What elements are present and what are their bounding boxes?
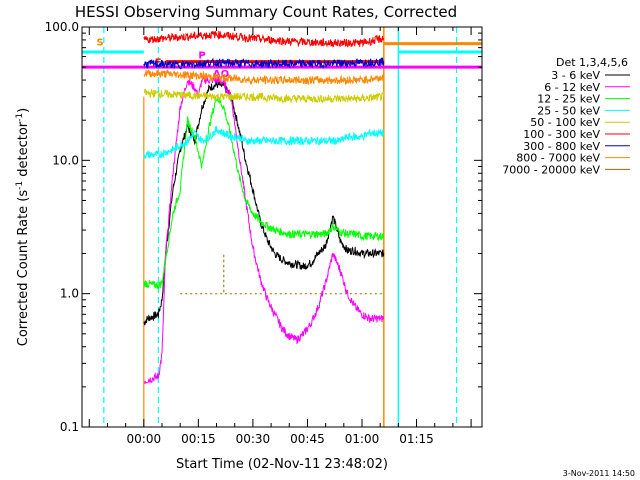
- series-line-6: [143, 57, 385, 70]
- series-line-4: [143, 88, 385, 104]
- timestamp: 3-Nov-2011 14:50: [563, 469, 635, 478]
- flag-label-ao: AO: [213, 69, 229, 80]
- series-line-7: [143, 69, 385, 86]
- flag-label-f: F: [155, 58, 162, 69]
- x-axis-label: Start Time (02-Nov-11 23:48:02): [176, 457, 388, 472]
- series-line-8: [180, 253, 384, 295]
- legend-entry-label: 12 - 25 keV: [537, 93, 600, 106]
- overlay-layer: S F AO P: [82, 27, 482, 427]
- x-tick-label: 01:15: [399, 432, 434, 446]
- y-tick-label: 0.1: [60, 420, 79, 434]
- legend-entry-label: 25 - 50 keV: [537, 104, 600, 117]
- plot-frame: [81, 26, 483, 428]
- y-axis-label: Corrected Count Rate (s-1 detector-1): [15, 108, 31, 346]
- chart-title: HESSI Observing Summary Count Rates, Cor…: [75, 3, 457, 21]
- series-line-5: [143, 30, 385, 48]
- legend-title: Det 1,3,4,5,6: [556, 56, 628, 69]
- x-tick-label: 00:15: [181, 432, 216, 446]
- legend-entry-label: 50 - 100 keV: [530, 116, 600, 129]
- y-tick-label: 10.0: [52, 153, 79, 167]
- x-axis: 00:00 00:15 00:30 00:45 01:00 01:15: [88, 27, 472, 446]
- y-tick-label: 100.0: [45, 20, 79, 34]
- series-layer: [143, 30, 385, 384]
- y-tick-label: 1.0: [60, 287, 79, 301]
- x-tick-label: 00:00: [127, 432, 162, 446]
- x-tick-label: 00:30: [236, 432, 271, 446]
- x-tick-label: 01:00: [345, 432, 380, 446]
- flag-label-p: P: [198, 51, 205, 62]
- legend-entry-label: 3 - 6 keV: [551, 69, 600, 82]
- legend-entry-label: 100 - 300 keV: [523, 128, 600, 141]
- series-line-2: [143, 97, 385, 290]
- y-axis: 0.1 1.0 10.0 100.0: [45, 20, 482, 434]
- flag-label-s: S: [97, 37, 104, 48]
- legend-entry-label: 800 - 7000 keV: [516, 152, 600, 165]
- legend-entry-label: 300 - 800 keV: [523, 140, 600, 153]
- series-line-0: [143, 80, 385, 326]
- legend-entry-label: 6 - 12 keV: [544, 81, 600, 94]
- x-tick-label: 00:45: [290, 432, 325, 446]
- series-line-3: [143, 125, 385, 160]
- legend-entry-label: 7000 - 20000 keV: [502, 163, 600, 176]
